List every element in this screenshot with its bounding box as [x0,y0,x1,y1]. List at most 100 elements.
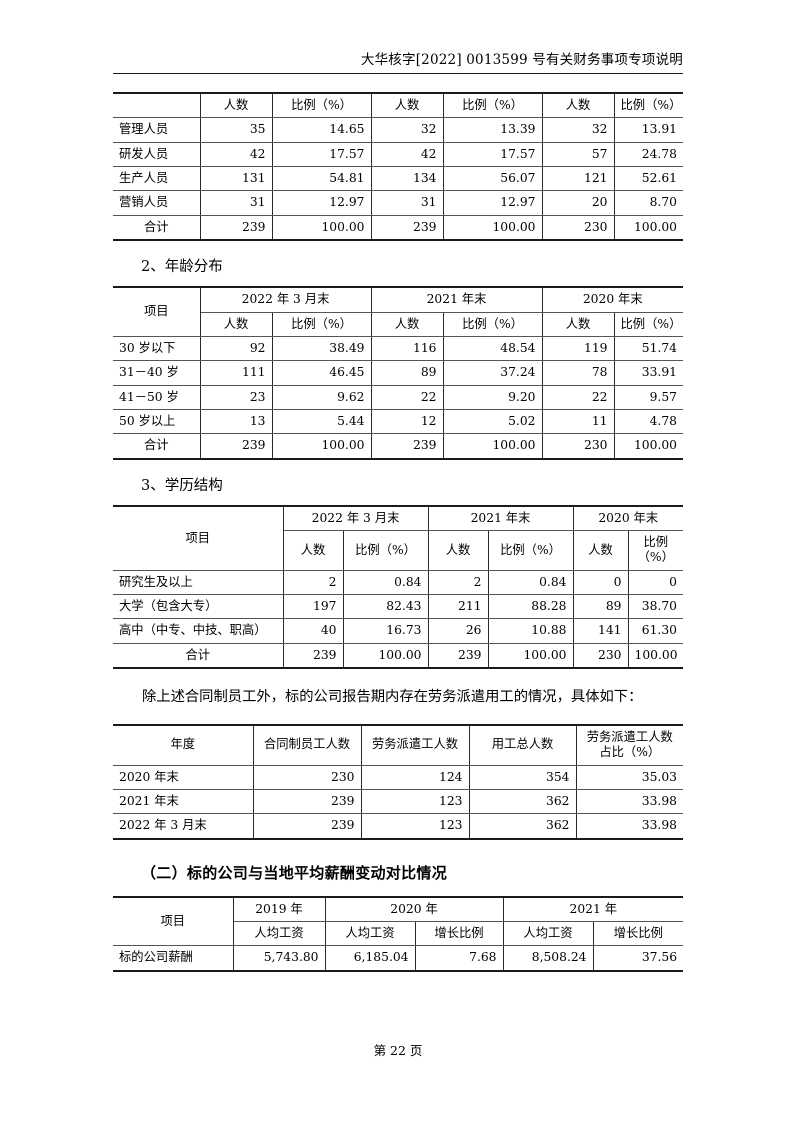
section-heading-education-structure: 3、学历结构 [141,477,223,494]
dispatch-intro-paragraph: 除上述合同制员工外，标的公司报告期内存在劳务派遣用工的情况，具体如下： [142,689,643,706]
cell-value: 9.57 [613,384,683,410]
row-label: 2022 年 3 月末 [113,813,254,840]
cell-value: 13.91 [613,117,683,143]
dispatch-labor-table: 年度 合同制员工人数 劳务派遣工人数 用工总人数 劳务派遣工人数占比（%） 20… [113,723,683,840]
col-header-period-1: 2022 年 3 月末 [199,287,372,313]
table-row: 研究生及以上 2 0.84 2 0.84 0 0 [113,569,683,596]
row-label-total: 合计 [113,642,284,669]
cell-value: 31 [370,190,444,216]
cell-value: 9.62 [271,384,372,410]
col-header-ratio-2: 比例（%） [442,93,543,119]
cell-value: 2 [427,569,489,596]
cell-value: 239 [282,642,344,669]
cell-value: 11 [541,408,615,435]
cell-value: 100.00 [271,214,372,241]
sub-header-ratio-3: 比例（%） [627,530,683,571]
cell-value: 239 [252,788,362,815]
cell-value: 6,185.04 [324,945,416,972]
cell-value: 82.43 [342,594,429,620]
cell-value: 56.07 [442,166,543,192]
cell-value: 57 [541,141,615,168]
cell-value: 38.49 [271,335,372,362]
sub-header-avg-wage-2021: 人均工资 [502,920,594,947]
cell-value: 111 [199,360,273,386]
cell-value: 32 [370,117,444,143]
cell-value: 26 [427,618,489,644]
cell-value: 124 [360,764,470,790]
sub-header-count-3: 人数 [541,311,615,337]
cell-value: 88.28 [487,594,574,620]
cell-value: 100.00 [487,642,574,669]
document-header: 大华核字[2022] 0013599 号有关财务事项专项说明 [113,48,683,74]
cell-value: 54.81 [271,166,372,192]
col-header-year-2021: 2021 年 [502,896,684,922]
cell-value: 8,508.24 [502,945,594,972]
col-header-count-1: 人数 [199,93,273,119]
cell-value: 4.78 [613,408,683,435]
cell-value: 2 [282,569,344,596]
table-total-row: 合计 239 100.00 239 100.00 230 100.00 [113,433,683,460]
table-header-row: 年度 合同制员工人数 劳务派遣工人数 用工总人数 劳务派遣工人数占比（%） [113,724,683,766]
cell-value: 24.78 [613,141,683,168]
table-header-row-sub: 人数 比例（%） 人数 比例（%） 人数 比例（%） [113,530,683,571]
cell-value: 100.00 [627,642,683,669]
cell-value: 131 [199,166,273,192]
document-content: 人数 比例（%） 人数 比例（%） 人数 比例（%） 管理人员 35 14.65… [113,92,684,972]
cell-value: 197 [282,594,344,620]
cell-value: 5.02 [442,408,543,435]
col-header-count-2: 人数 [370,93,444,119]
table-header-row-top: 项目 2022 年 3 月末 2021 年末 2020 年末 [113,287,683,337]
cell-value: 92 [199,335,273,362]
cell-value: 33.98 [575,788,683,815]
cell-value: 42 [370,141,444,168]
row-label: 生产人员 [113,166,201,192]
cell-value: 123 [360,813,470,840]
row-label: 2020 年末 [113,764,254,790]
cell-value: 17.57 [271,141,372,168]
col-header-dispatch-workers: 劳务派遣工人数 [360,724,470,766]
row-label: 大学（包含大专） [113,594,284,620]
salary-comparison-table: 项目 2019 年 2020 年 2021 年 人均工资 人均工资 增长比例 人… [113,895,684,972]
row-label: 研究生及以上 [113,569,284,596]
table-header-row-top: 项目 2019 年 2020 年 2021 年 [113,896,684,947]
table-header-row-top: 项目 2022 年 3 月末 2021 年末 2020 年末 [113,505,683,571]
sub-header-growth-2021: 增长比例 [592,920,684,947]
cell-value: 20 [541,190,615,216]
sub-header-count-2: 人数 [427,530,489,571]
cell-value: 121 [541,166,615,192]
cell-value: 230 [252,764,362,790]
cell-value: 89 [572,594,629,620]
col-header-contract-employees: 合同制员工人数 [252,724,362,766]
cell-value: 239 [370,433,444,460]
table-row: 2021 年末 239 123 362 33.98 [113,788,683,815]
table-total-row: 合计 239 100.00 239 100.00 230 100.00 [113,642,683,669]
section-heading-age-distribution: 2、年龄分布 [141,259,223,276]
cell-value: 42 [199,141,273,168]
sub-header-avg-wage-2020: 人均工资 [324,920,416,947]
age-distribution-table: 项目 2022 年 3 月末 2021 年末 2020 年末 人数 比例（%） … [113,286,683,460]
table-header-row-sub: 人均工资 人均工资 增长比例 人均工资 增长比例 [113,920,684,947]
cell-value: 13.39 [442,117,543,143]
row-label-total: 合计 [113,214,201,241]
row-label: 标的公司薪酬 [113,945,234,972]
sub-header-count-1: 人数 [283,530,344,571]
table-row: 2022 年 3 月末 239 123 362 33.98 [113,813,683,840]
table-row: 研发人员 42 17.57 42 17.57 57 24.78 [113,141,683,168]
sub-header-ratio-2: 比例（%） [487,530,574,571]
cell-value: 239 [199,433,273,460]
cell-value: 40 [282,618,344,644]
cell-value: 13 [199,408,273,435]
col-header-item: 项目 [113,505,284,571]
cell-value: 239 [199,214,273,241]
cell-value: 12 [370,408,444,435]
table-row: 31－40 岁 111 46.45 89 37.24 78 33.91 [113,360,683,386]
cell-value: 61.30 [627,618,683,644]
cell-value: 0 [572,569,629,596]
education-structure-table: 项目 2022 年 3 月末 2021 年末 2020 年末 人数 比例（%） … [113,504,683,670]
cell-value: 362 [468,788,577,815]
col-header-total-workers: 用工总人数 [468,724,577,766]
cell-value: 211 [427,594,489,620]
cell-value: 0.84 [487,569,574,596]
col-header-dispatch-ratio: 劳务派遣工人数占比（%） [575,724,683,766]
cell-value: 239 [370,214,444,241]
